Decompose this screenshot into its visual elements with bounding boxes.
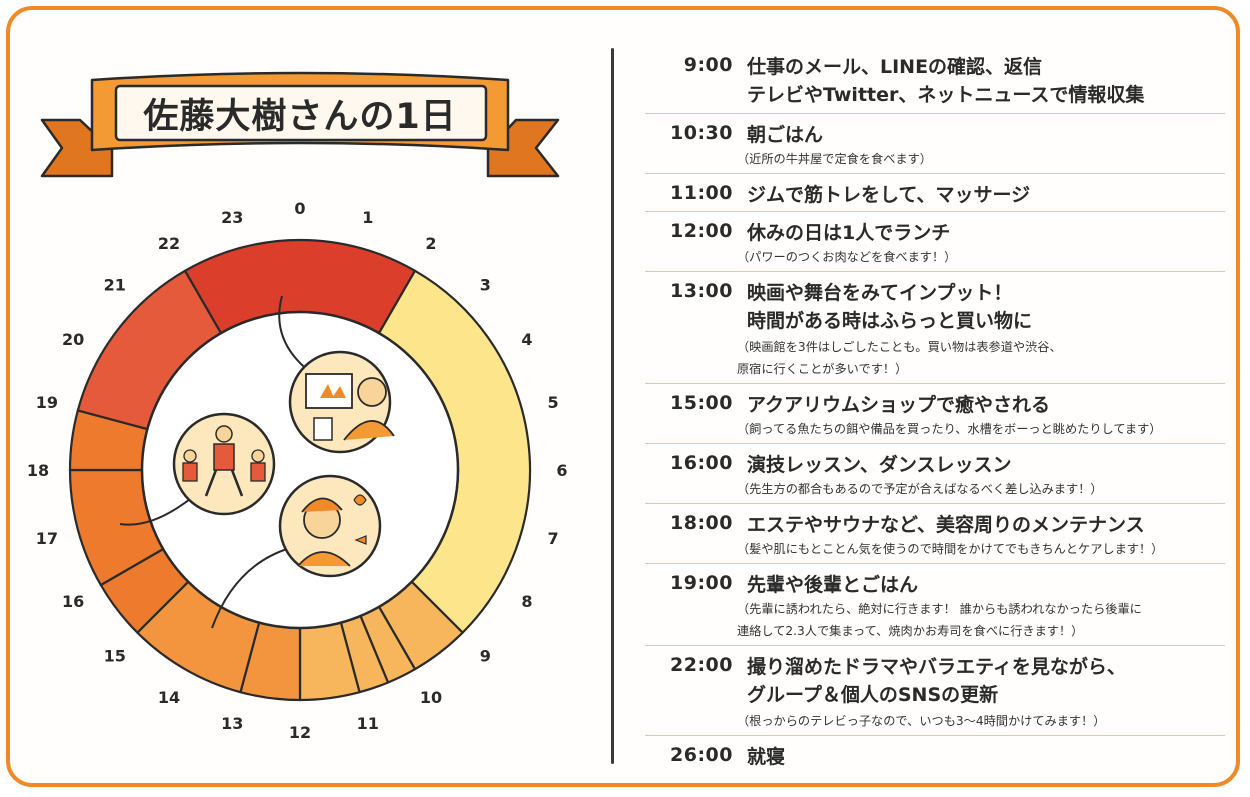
clock-hour-label: 22: [158, 234, 180, 253]
schedule-time: 11:00: [670, 182, 733, 204]
title-banner: [40, 71, 560, 178]
divider: [611, 48, 614, 764]
schedule-list: 9:00 仕事のメール、LINEの確認、返信テレビやTwitter、ネットニュース…: [645, 46, 1225, 773]
clock-hour-label: 11: [357, 714, 379, 733]
schedule-time: 13:00: [670, 280, 733, 302]
schedule-time: 19:00: [670, 572, 733, 594]
clock-hour-label: 3: [480, 276, 491, 295]
illustration-dance: [172, 412, 276, 516]
clock-hour-label: 14: [158, 688, 180, 707]
schedule-entry: 11:00 ジムで筋トレをして、マッサージ: [645, 174, 1225, 212]
schedule-note: 原宿に行くことが多いです！）: [737, 362, 908, 376]
schedule-activity: 仕事のメール、LINEの確認、返信: [747, 55, 1043, 78]
clock-hour-label: 10: [420, 688, 442, 707]
clock-hour-label: 17: [36, 529, 58, 548]
schedule-entry: 19:00 先輩や後輩とごはん （先輩に誘われたら、絶対に行きます！ 誰からも誘われ…: [645, 564, 1225, 646]
schedule-time: 10:30: [670, 122, 733, 144]
page-title: 佐藤大樹さんの1日: [143, 96, 457, 137]
schedule-note: （先生方の都合もあるので予定が合えばなるべく差し込みます！）: [737, 482, 1103, 496]
clock-hour-label: 2: [425, 234, 436, 253]
schedule-activity: エステやサウナなど、美容周りのメンテナンス: [747, 513, 1145, 536]
schedule-note: （飼ってる魚たちの餌や備品を買ったり、水槽をボーっと眺めたりしてます）: [737, 422, 1162, 436]
pointer-line-beauty: [211, 547, 291, 629]
clock-hour-label: 18: [27, 461, 49, 480]
clock-hour-label: 4: [521, 330, 532, 349]
schedule-time: 22:00: [670, 654, 733, 676]
schedule-entry: 9:00 仕事のメール、LINEの確認、返信テレビやTwitter、ネットニュース…: [645, 46, 1225, 114]
clock-hour-label: 13: [221, 714, 243, 733]
schedule-activity: 休みの日は1人でランチ: [747, 221, 951, 244]
clock-hour-label: 0: [294, 199, 305, 218]
schedule-note: （先輩に誘われたら、絶対に行きます！ 誰からも誘われなかったら後輩に: [737, 602, 1142, 616]
schedule-note: （髪や肌にもとことん気を使うので時間をかけてでもきちんとケアします！）: [737, 542, 1164, 556]
schedule-note: 連絡して2.3人で集まって、焼肉かお寿司を食べに行きます！）: [737, 624, 1084, 638]
schedule-activity: 先輩や後輩とごはん: [747, 573, 919, 596]
schedule-activity: テレビやTwitter、ネットニュースで情報収集: [747, 84, 1145, 106]
clock-hour-label: 20: [62, 330, 84, 349]
schedule-entry: 12:00 休みの日は1人でランチ （パワーのつくお肉などを食べます！）: [645, 212, 1225, 272]
clock-hour-label: 21: [104, 276, 126, 295]
schedule-time: 26:00: [670, 744, 733, 766]
schedule-entry: 26:00 就寝: [645, 736, 1225, 773]
schedule-entry: 18:00 エステやサウナなど、美容周りのメンテナンス （髪や肌にもとことん気を使う…: [645, 504, 1225, 564]
schedule-time: 9:00: [683, 54, 733, 76]
schedule-time: 12:00: [670, 220, 733, 242]
schedule-activity: 就寝: [747, 745, 786, 768]
schedule-activity: 朝ごはん: [747, 123, 824, 146]
schedule-note: （映画館を3件はしごしたことも。買い物は表参道や渋谷、: [737, 340, 1062, 354]
clock-hour-label: 15: [104, 646, 126, 665]
schedule-activity: アクアリウムショップで癒やされる: [747, 393, 1051, 416]
schedule-time: 18:00: [670, 512, 733, 534]
illustration-beauty: [278, 474, 382, 578]
schedule-note: （近所の牛丼屋で定食を食べます）: [737, 152, 932, 166]
clock-hour-label: 7: [548, 529, 559, 548]
schedule-note: （根っからのテレビっ子なので、いつも3〜4時間かけてみます！）: [737, 714, 1106, 728]
schedule-activity: グループ＆個人のSNSの更新: [747, 684, 999, 706]
clock-hour-label: 23: [221, 208, 243, 227]
schedule-activity: 時間がある時はふらっと買い物に: [747, 310, 1033, 332]
schedule-note: （パワーのつくお肉などを食べます！）: [737, 250, 957, 264]
schedule-activity: 映画や舞台をみてインプット！: [747, 281, 1013, 304]
clock-hour-label: 8: [521, 592, 532, 611]
schedule-activity: 撮り溜めたドラマやバラエティを見ながら、: [747, 655, 1126, 678]
schedule-entry: 13:00 映画や舞台をみてインプット！ 時間がある時はふらっと買い物に （映画館を3…: [645, 272, 1225, 384]
schedule-activity: 演技レッスン、ダンスレッスン: [747, 453, 1012, 476]
clock-hour-label: 6: [556, 461, 567, 480]
schedule-entry: 22:00 撮り溜めたドラマやバラエティを見ながら、 グループ＆個人のSNSの更新 （…: [645, 646, 1225, 736]
clock-hour-label: 9: [480, 646, 491, 665]
clock-hour-label: 1: [362, 208, 373, 227]
schedule-entry: 15:00 アクアリウムショップで癒やされる （飼ってる魚たちの餌や備品を買ったり、…: [645, 384, 1225, 444]
clock-hour-label: 12: [289, 723, 311, 742]
clock-ring: [68, 238, 532, 702]
schedule-entry: 10:30 朝ごはん （近所の牛丼屋で定食を食べます）: [645, 114, 1225, 174]
clock-hour-label: 5: [548, 393, 559, 412]
pointer-line-movie: [278, 295, 311, 373]
schedule-time: 15:00: [670, 392, 733, 414]
schedule-activity: ジムで筋トレをして、マッサージ: [747, 183, 1031, 206]
schedule-time: 16:00: [670, 452, 733, 474]
illustration-movie: [288, 350, 395, 454]
clock-hour-label: 19: [36, 393, 58, 412]
schedule-entry: 16:00 演技レッスン、ダンスレッスン （先生方の都合もあるので予定が合えばなるべ…: [645, 444, 1225, 504]
clock-hour-label: 16: [62, 592, 84, 611]
